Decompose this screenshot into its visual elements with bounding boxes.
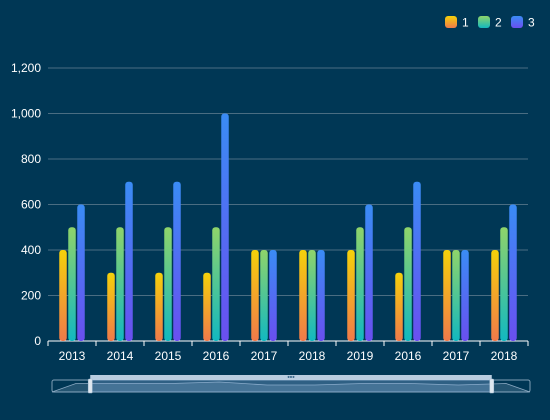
x-tick-label: 2018	[299, 349, 326, 363]
x-tick-label: 2013	[59, 349, 86, 363]
zoom-grip-icon: •••	[287, 375, 295, 382]
bar-series-1	[203, 272, 211, 341]
x-tick-label: 2018	[491, 349, 518, 363]
bar-series-2	[308, 250, 316, 341]
x-tick-label: 2016	[203, 349, 230, 363]
bar-series-3	[365, 204, 373, 341]
bar-series-2	[212, 227, 220, 341]
bar-series-2	[260, 250, 268, 341]
zoom-move-bar[interactable]	[90, 375, 492, 380]
legend-label: 2	[495, 16, 502, 30]
bar-series-1	[491, 250, 499, 341]
bar-series-1	[59, 250, 67, 341]
bar-series-2	[164, 227, 172, 341]
bar-series-1	[347, 250, 355, 341]
x-tick-label: 2017	[251, 349, 278, 363]
x-tick-label: 2014	[107, 349, 134, 363]
legend-label: 1	[462, 16, 469, 30]
legend-item-1[interactable]: 1	[445, 16, 469, 30]
y-tick-label: 200	[21, 289, 41, 303]
y-tick-label: 1,000	[11, 107, 41, 121]
legend-swatch	[445, 16, 457, 28]
legend[interactable]: 1 2 3	[445, 16, 535, 30]
bar-series-3	[269, 250, 277, 341]
x-tick-label: 2016	[395, 349, 422, 363]
y-tick-label: 0	[34, 334, 41, 348]
x-tick-label: 2019	[347, 349, 374, 363]
bar-series-3	[509, 204, 517, 341]
bar-series-1	[107, 272, 115, 341]
y-tick-label: 1,200	[11, 61, 41, 75]
bar-series-2	[404, 227, 412, 341]
bar-series-3	[413, 181, 421, 341]
bar-series-2	[500, 227, 508, 341]
zoom-handle-right[interactable]	[489, 378, 495, 394]
bar-series-3	[173, 181, 181, 341]
y-tick-label: 400	[21, 243, 41, 257]
bar-series-3	[221, 113, 229, 341]
legend-swatch	[511, 16, 523, 28]
zoom-window[interactable]	[90, 380, 492, 392]
bar-series-3	[125, 181, 133, 341]
bar-series-1	[299, 250, 307, 341]
legend-item-2[interactable]: 2	[478, 16, 502, 30]
x-tick-label: 2015	[155, 349, 182, 363]
y-axis: 0 200 400 600 800 1,000 1,200	[11, 61, 41, 348]
x-axis: 2013 2014 2015 2016 2017 2018 2019 2016 2017 2018	[47, 340, 529, 363]
bar-series-3	[77, 204, 85, 341]
zoom-preview-area	[51, 381, 531, 393]
legend-label: 3	[528, 16, 535, 30]
bar-series-2	[356, 227, 364, 341]
legend-swatch	[478, 16, 490, 28]
legend-item-3[interactable]: 3	[511, 16, 535, 30]
bar-series-1	[251, 250, 259, 341]
bar-series-2	[452, 250, 460, 341]
y-tick-label: 800	[21, 152, 41, 166]
bar-series-2	[68, 227, 76, 341]
bar-series-1	[155, 272, 163, 341]
bar-series-1	[395, 272, 403, 341]
data-zoom-slider[interactable]: •••	[51, 375, 531, 394]
y-tick-label: 600	[21, 198, 41, 212]
bar-series-3	[317, 250, 325, 341]
x-tick-label: 2017	[443, 349, 470, 363]
bar-series-3	[461, 250, 469, 341]
bar-series-1	[443, 250, 451, 341]
bars	[59, 113, 517, 341]
bar-series-2	[116, 227, 124, 341]
zoom-handle-left[interactable]	[87, 378, 93, 394]
